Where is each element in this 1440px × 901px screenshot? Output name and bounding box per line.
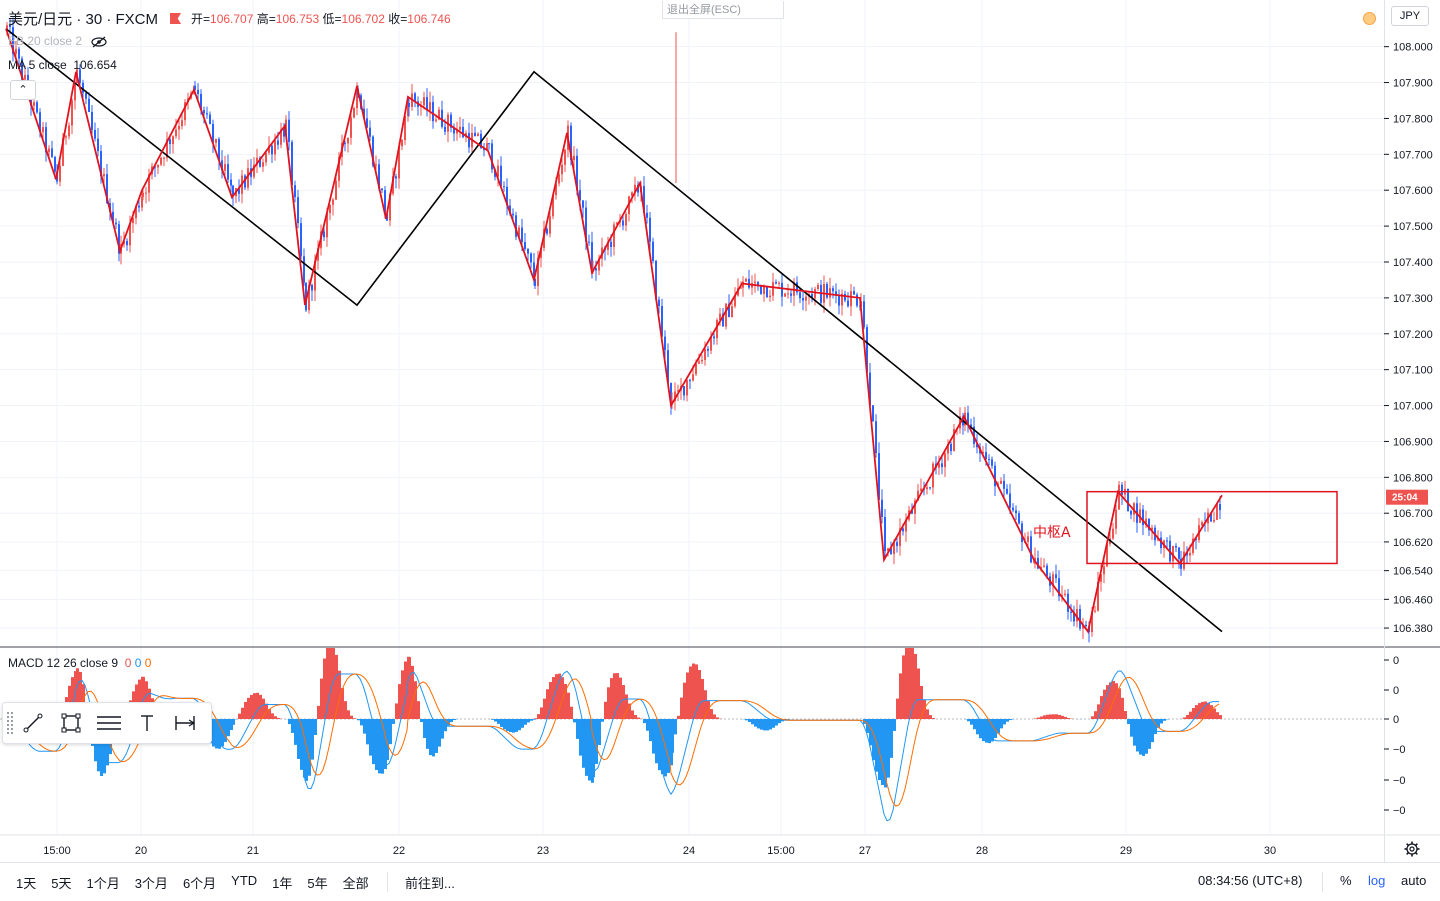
- currency-label[interactable]: JPY: [1391, 6, 1429, 26]
- macd-tick-label: −0: [1393, 805, 1406, 817]
- ma-indicator-legend[interactable]: MA 5 close 106.654: [8, 58, 117, 72]
- trend-lines: [6, 29, 1222, 632]
- goto-date-button[interactable]: 前往到...: [405, 873, 455, 892]
- macd-legend[interactable]: MACD 12 26 close 9 0 0 0: [8, 656, 151, 670]
- date-range-buttons: 1天 5天 1个月 3个月 6个月 YTD 1年 5年全部: [16, 873, 384, 892]
- fib-lines-tool-icon[interactable]: [90, 704, 128, 742]
- zigzag-lines: [6, 29, 1222, 632]
- time-tick-label: 23: [537, 845, 549, 857]
- time-tick-label: 28: [976, 845, 988, 857]
- text-tool-icon[interactable]: [128, 704, 166, 742]
- divider: [1322, 872, 1323, 892]
- time-tick-label: 15:00: [43, 845, 71, 857]
- macd-axis[interactable]: 0 0 0 −0 −0 −0: [1384, 655, 1406, 817]
- ohlc-values: 开=106.707 高=106.753 低=106.702 收=106.746: [191, 10, 451, 27]
- time-tick-label: 21: [247, 845, 259, 857]
- time-tick-label: 29: [1120, 845, 1132, 857]
- measure-tool-icon[interactable]: [166, 704, 204, 742]
- range-button[interactable]: 5年: [307, 873, 327, 892]
- range-button[interactable]: 1天: [16, 873, 36, 892]
- range-button[interactable]: 6个月: [183, 873, 216, 892]
- percent-scale-toggle[interactable]: %: [1340, 873, 1352, 888]
- price-tick-label: 106.540: [1393, 566, 1433, 578]
- range-button[interactable]: 3个月: [135, 873, 168, 892]
- exit-fullscreen-button[interactable]: 退出全屏(ESC): [662, 1, 784, 19]
- range-button[interactable]: YTD: [231, 873, 257, 892]
- price-tick-label: 108.000: [1393, 42, 1433, 54]
- legend-header: 美元/日元 · 30 · FXCM 开=106.707 高=106.753 低=…: [8, 8, 451, 29]
- time-tick-label: 20: [135, 845, 147, 857]
- trend-black-line: [6, 29, 1222, 632]
- range-button[interactable]: 1个月: [86, 873, 119, 892]
- alert-dot-icon[interactable]: [1363, 12, 1376, 25]
- time-tick-label: 30: [1264, 845, 1276, 857]
- range-button[interactable]: 全部: [343, 873, 369, 892]
- drawing-toolbar: [2, 702, 212, 744]
- clock-timezone[interactable]: 08:34:56 (UTC+8): [1198, 873, 1302, 888]
- zigzag-red-line: [6, 29, 1222, 632]
- time-tick-label: 15:00: [767, 845, 795, 857]
- auto-scale-toggle[interactable]: auto: [1401, 873, 1426, 888]
- price-tick-label: 107.200: [1393, 329, 1433, 341]
- ma-value: 106.654: [73, 58, 116, 72]
- rectangle-tool-icon[interactable]: [52, 704, 90, 742]
- macd-tick-label: 0: [1393, 655, 1399, 667]
- trend-line-tool-icon[interactable]: [14, 704, 52, 742]
- time-tick-label: 22: [393, 845, 405, 857]
- range-button[interactable]: 5天: [51, 873, 71, 892]
- zhongshu-label: 中枢A: [1033, 525, 1071, 541]
- macd-tick-label: −0: [1393, 744, 1406, 756]
- macd-tick-label: 0: [1393, 685, 1399, 697]
- ma-line: [6, 29, 1219, 632]
- price-tick-label: 107.000: [1393, 401, 1433, 413]
- bb-indicator-legend[interactable]: BB 20 close 2: [8, 34, 107, 48]
- market-flag-icon: [170, 13, 181, 24]
- price-tick-label: 106.800: [1393, 472, 1433, 484]
- symbol-title[interactable]: 美元/日元 · 30 · FXCM: [8, 8, 158, 29]
- macd-tick-label: 0: [1393, 714, 1399, 726]
- price-tick-label: 106.900: [1393, 436, 1433, 448]
- time-tick-label: 24: [683, 845, 695, 857]
- price-axis[interactable]: 108.000 107.900 107.800 107.700 107.600 107.5…: [1384, 42, 1433, 635]
- price-tick-label: 106.460: [1393, 594, 1433, 606]
- price-tick-label: 107.100: [1393, 365, 1433, 377]
- price-tick-label: 107.700: [1393, 149, 1433, 161]
- price-tick-label: 106.700: [1393, 508, 1433, 520]
- bottom-toolbar: 1天 5天 1个月 3个月 6个月 YTD 1年 5年全部 前往到... 08:34:56 (…: [0, 862, 1440, 901]
- price-tick-label: 107.900: [1393, 78, 1433, 90]
- macd-tick-label: −0: [1393, 775, 1406, 787]
- toolbar-drag-handle[interactable]: [6, 711, 14, 735]
- price-tick-label: 106.620: [1393, 537, 1433, 549]
- price-tick-label: 106.380: [1393, 623, 1433, 635]
- hidden-eye-icon[interactable]: [91, 36, 107, 48]
- time-tick-label: 27: [859, 845, 871, 857]
- countdown-label: 25:04: [1392, 493, 1418, 504]
- range-button[interactable]: 1年: [272, 873, 292, 892]
- time-axis[interactable]: 15:00 20 21 22 23 24 15:00 27 28 29 30: [43, 845, 1276, 857]
- candles-group: [6, 18, 1221, 643]
- collapse-legend-button[interactable]: ⌃: [10, 80, 36, 100]
- countdown-badge: 25:04: [1386, 490, 1428, 505]
- settings-gear-icon[interactable]: [1405, 842, 1420, 857]
- price-tick-label: 107.500: [1393, 221, 1433, 233]
- price-tick-label: 107.800: [1393, 113, 1433, 125]
- log-scale-toggle[interactable]: log: [1368, 873, 1385, 888]
- price-tick-label: 107.600: [1393, 185, 1433, 197]
- divider: [387, 872, 388, 892]
- price-tick-label: 107.300: [1393, 293, 1433, 305]
- price-tick-label: 107.400: [1393, 257, 1433, 269]
